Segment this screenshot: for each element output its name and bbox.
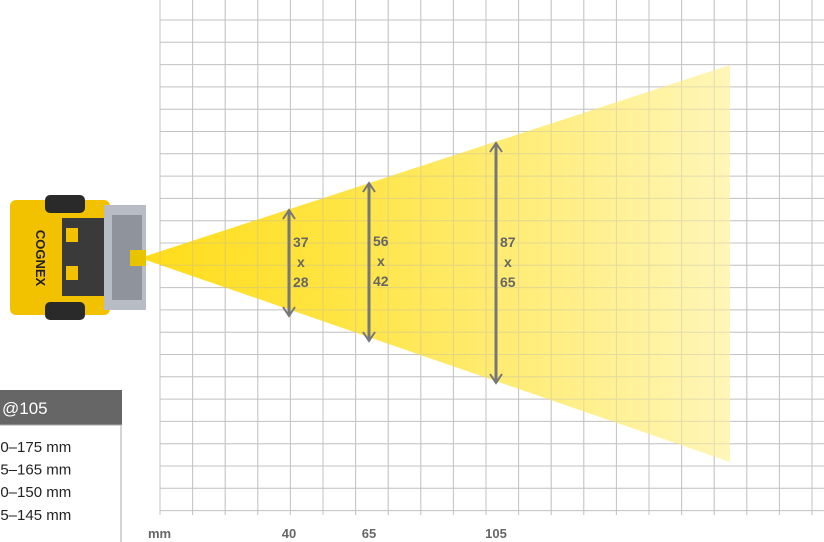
- camera-brand: COGNEX: [33, 230, 48, 287]
- table-row: 50–175 mm: [0, 439, 71, 456]
- dimension-height: 65: [500, 274, 516, 290]
- camera: COGNEX: [10, 195, 146, 320]
- arrow-head: [282, 208, 296, 220]
- dimension-width: 87: [500, 234, 516, 250]
- table-row: 60–150 mm: [0, 484, 71, 501]
- axis-distance: 105: [485, 526, 507, 541]
- dimension-height: 28: [293, 274, 309, 290]
- table-title: @105: [2, 399, 48, 418]
- arrow-head: [362, 331, 376, 343]
- dimension-height: 42: [373, 273, 389, 289]
- dimension-width: 37: [293, 234, 309, 250]
- arrow-head: [282, 306, 296, 318]
- field-of-view: [140, 65, 730, 462]
- table-header: [0, 390, 122, 425]
- arrow-head: [362, 181, 376, 193]
- axis-distance: 40: [282, 526, 296, 541]
- arrow-head: [489, 141, 503, 153]
- dimension-arrows: [282, 141, 503, 385]
- dimension-separator: x: [297, 254, 305, 270]
- axis-distance: 65: [362, 526, 376, 541]
- table-body: [0, 424, 122, 542]
- axis-unit: mm: [148, 526, 171, 541]
- dimension-width: 56: [373, 233, 389, 249]
- dimension-separator: x: [377, 253, 385, 269]
- grid-overlay: [159, 0, 824, 515]
- table-row: 65–145 mm: [0, 507, 71, 524]
- table-row: 45–165 mm: [0, 462, 71, 479]
- dimension-separator: x: [504, 254, 512, 270]
- arrow-head: [489, 373, 503, 385]
